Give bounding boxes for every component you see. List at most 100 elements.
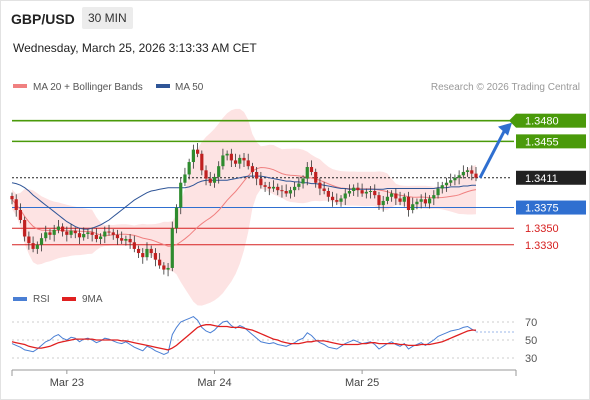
candle-body — [259, 178, 263, 186]
candle — [335, 193, 339, 206]
candle-body — [322, 188, 326, 191]
candle-body — [271, 186, 276, 189]
candle — [221, 148, 225, 170]
candle-body — [436, 188, 440, 196]
candle-body — [314, 171, 318, 183]
candle-body — [208, 178, 212, 183]
candle — [204, 165, 208, 186]
candle — [242, 152, 246, 168]
candle — [238, 154, 242, 169]
candle-body — [309, 167, 314, 172]
candle — [259, 171, 263, 189]
candle — [120, 231, 124, 244]
ma-lines — [11, 166, 477, 247]
candle-body — [263, 185, 267, 187]
candle — [98, 233, 103, 244]
candle-body — [128, 238, 132, 243]
candle — [276, 183, 280, 196]
candle — [271, 180, 276, 192]
candle-body — [394, 193, 398, 199]
candle-body — [255, 171, 259, 179]
candle — [212, 173, 217, 188]
candle-body — [111, 232, 115, 235]
candle-body — [381, 200, 385, 206]
candle-body — [162, 265, 166, 270]
candle-body — [145, 248, 149, 258]
candle-body — [44, 232, 48, 239]
candle-body — [158, 259, 162, 266]
candle — [39, 233, 44, 252]
candle-body — [250, 166, 255, 172]
candle-body — [276, 186, 280, 191]
candle-body — [86, 232, 90, 235]
level-label-1.3411: 1.3411 — [525, 173, 558, 185]
level-label-1.3375: 1.3375 — [525, 203, 559, 215]
x-tick-label: Mar 24 — [197, 377, 231, 389]
candle-body — [267, 186, 271, 189]
candle-body — [440, 185, 444, 189]
candle-body — [23, 219, 27, 237]
candle — [86, 229, 90, 239]
candle — [73, 227, 77, 239]
candle — [27, 231, 31, 250]
candle — [301, 175, 305, 189]
candle-body — [318, 182, 322, 189]
candle-body — [453, 177, 457, 181]
candle-body — [18, 210, 23, 220]
candle-body — [305, 167, 309, 179]
candle — [465, 167, 470, 177]
candle-body — [428, 198, 432, 204]
candle-body — [39, 238, 44, 245]
candle — [322, 181, 326, 195]
candle — [136, 245, 141, 259]
candle — [200, 150, 204, 176]
candle — [293, 181, 297, 197]
legend-swatch-rsi — [13, 297, 27, 301]
candle — [18, 203, 23, 224]
candle — [309, 160, 314, 176]
candle — [280, 185, 284, 198]
candle — [356, 182, 360, 197]
candle-body — [90, 232, 94, 235]
rsi-tick-30: 30 — [525, 353, 537, 365]
candle — [14, 194, 18, 217]
candle-body — [301, 178, 305, 184]
rsi-tick-70: 70 — [525, 317, 537, 329]
candle-body — [326, 191, 330, 197]
candle — [187, 158, 191, 180]
candle — [61, 223, 65, 237]
candle-body — [288, 190, 292, 194]
legend-swatch-ma20 — [13, 84, 27, 88]
candle-body — [94, 234, 98, 239]
candle-body — [166, 267, 170, 270]
candle — [318, 177, 322, 196]
candle-body — [221, 155, 225, 167]
candle-body — [390, 193, 394, 197]
candle — [398, 191, 402, 206]
candle — [225, 150, 229, 161]
timeframe-button[interactable]: 30 MIN — [82, 7, 133, 29]
candle-body — [423, 199, 427, 204]
candle — [385, 190, 390, 205]
candle-body — [474, 173, 478, 178]
candle-body — [364, 191, 368, 194]
candle-body — [432, 195, 436, 199]
candle — [440, 181, 444, 194]
candle — [132, 235, 136, 253]
time-axis: Mar 23 Mar 24 Mar 25 — [11, 369, 517, 389]
candle-body — [212, 176, 217, 183]
candle-body — [120, 238, 124, 241]
rsi-panel: 70 50 30 — [11, 316, 537, 365]
candle — [449, 173, 453, 187]
candle-body — [77, 233, 82, 238]
candle-body — [98, 236, 103, 239]
candle — [31, 236, 35, 253]
candle-body — [411, 204, 415, 211]
legend-ma50-label: MA 50 — [175, 82, 204, 93]
candle — [208, 171, 212, 187]
candle — [229, 148, 233, 168]
candle-body — [246, 160, 250, 167]
candle-body — [402, 196, 406, 202]
candle-body — [356, 187, 360, 191]
candle-body — [419, 199, 423, 202]
